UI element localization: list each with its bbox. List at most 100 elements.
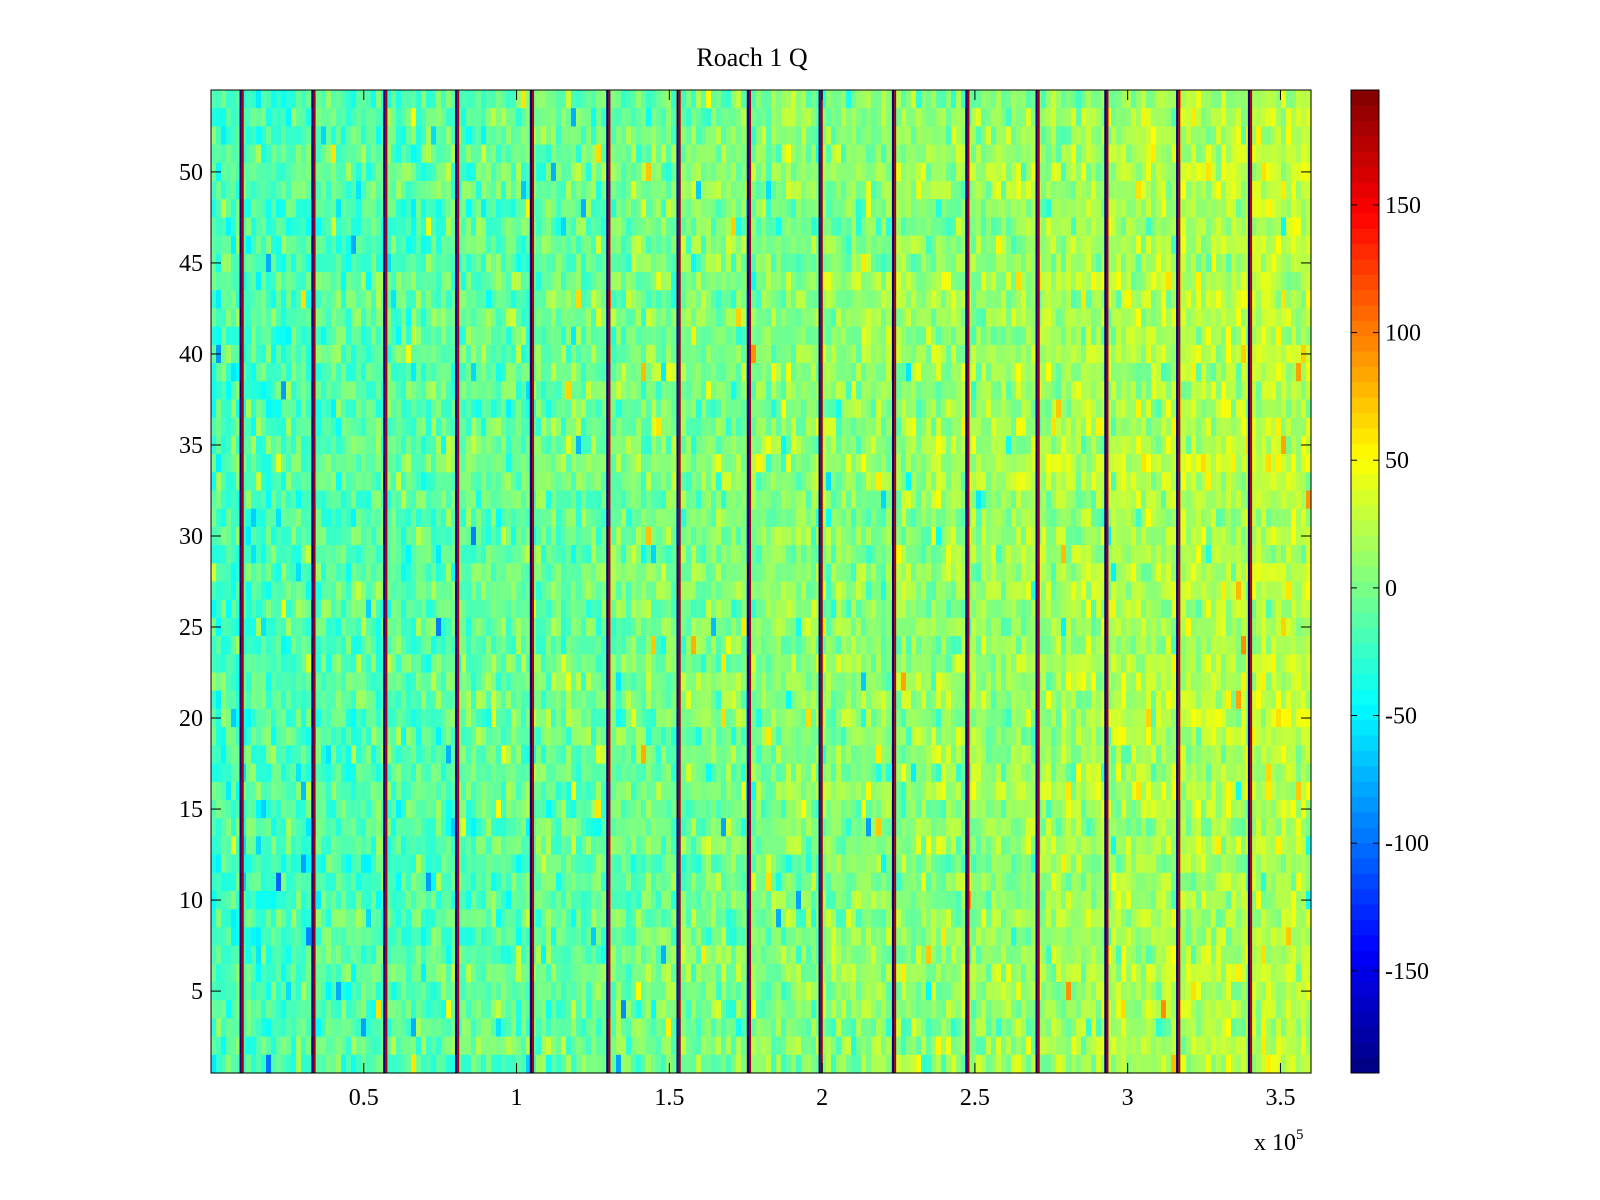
heatmap-cell	[436, 90, 442, 109]
heatmap-cell	[991, 417, 997, 437]
heatmap-cell	[411, 290, 417, 310]
heatmap-cell	[516, 126, 522, 146]
heatmap-cell	[1301, 272, 1307, 291]
heatmap-cell	[801, 181, 807, 200]
heatmap-cell	[441, 308, 447, 328]
heatmap-cell	[621, 144, 627, 164]
heatmap-cell	[616, 490, 622, 510]
heatmap-cell	[871, 399, 877, 419]
heatmap-cell	[221, 363, 227, 382]
heatmap-cell	[916, 308, 922, 328]
heatmap-cell	[1206, 326, 1212, 346]
heatmap-cell	[361, 217, 367, 237]
heatmap-cell	[836, 344, 842, 364]
heatmap-cell	[446, 272, 452, 291]
heatmap-cell	[616, 308, 622, 328]
heatmap-cell	[361, 253, 367, 273]
heatmap-cell	[1171, 126, 1177, 146]
heatmap-cell	[1166, 417, 1172, 437]
heatmap-cell	[376, 199, 382, 219]
heatmap-cell	[286, 217, 292, 237]
heatmap-cell	[1026, 326, 1032, 346]
heatmap-cell	[451, 472, 457, 492]
heatmap-cell	[1191, 253, 1197, 273]
heatmap-cell	[871, 162, 877, 182]
heatmap-cell	[981, 435, 987, 455]
heatmap-cell	[1046, 162, 1052, 182]
heatmap-cell	[551, 399, 557, 419]
heatmap-cell	[1296, 253, 1302, 273]
heatmap-cell	[256, 235, 262, 255]
heatmap-cell	[651, 90, 657, 109]
heatmap-cell	[401, 253, 407, 273]
heatmap-cell	[671, 290, 677, 310]
heatmap-cell	[526, 326, 532, 346]
heatmap-cell	[551, 363, 557, 382]
heatmap-cell	[331, 344, 337, 364]
heatmap-cell	[266, 381, 272, 401]
heatmap-cell	[881, 308, 887, 328]
heatmap-cell	[931, 290, 937, 310]
heatmap-cell	[646, 326, 652, 346]
heatmap-cell	[831, 344, 837, 364]
heatmap-cell	[1021, 326, 1027, 346]
heatmap-cell	[821, 290, 827, 310]
heatmap-cell	[521, 144, 527, 164]
heatmap-cell	[836, 308, 842, 328]
heatmap-cell	[541, 272, 547, 291]
heatmap-cell	[576, 308, 582, 328]
heatmap-cell	[791, 344, 797, 364]
heatmap-cell	[371, 162, 377, 182]
heatmap-cell	[726, 199, 732, 219]
heatmap-cell	[521, 199, 527, 219]
heatmap-cell	[571, 490, 577, 510]
heatmap-cell	[701, 235, 707, 255]
heatmap-cell	[971, 162, 977, 182]
heatmap-cell	[1121, 144, 1127, 164]
heatmap-cell	[811, 144, 817, 164]
heatmap-cell	[686, 454, 692, 473]
heatmap-cell	[336, 108, 342, 127]
heatmap-cell	[431, 217, 437, 237]
heatmap-cell	[416, 381, 422, 401]
heatmap-cell	[541, 490, 547, 510]
heatmap-cell	[911, 162, 917, 182]
heatmap-cell	[906, 308, 912, 328]
heatmap-cell	[681, 435, 687, 455]
heatmap-cell	[786, 308, 792, 328]
heatmap-cell	[1041, 417, 1047, 437]
heatmap-cell	[231, 472, 237, 492]
heatmap-cell	[1156, 181, 1162, 200]
heatmap-cell	[576, 417, 582, 437]
heatmap-cell	[1136, 381, 1142, 401]
heatmap-cell	[391, 126, 397, 146]
heatmap-cell	[856, 490, 862, 510]
heatmap-cell	[866, 144, 872, 164]
heatmap-cell	[326, 181, 332, 200]
heatmap-cell	[261, 435, 267, 455]
heatmap-cell	[1161, 162, 1167, 182]
heatmap-cell	[711, 454, 717, 473]
heatmap-cell	[526, 490, 532, 510]
heatmap-cell	[961, 290, 967, 310]
heatmap-cell	[776, 308, 782, 328]
heatmap-cell	[776, 472, 782, 492]
heatmap-cell	[1021, 90, 1027, 109]
heatmap-cell	[831, 217, 837, 237]
heatmap-cell	[741, 290, 747, 310]
heatmap-cell	[361, 490, 367, 510]
heatmap-cell	[851, 253, 857, 273]
heatmap-cell	[346, 344, 352, 364]
heatmap-cell	[986, 308, 992, 328]
heatmap-cell	[1171, 235, 1177, 255]
heatmap-cell	[431, 344, 437, 364]
heatmap-cell	[651, 199, 657, 219]
heatmap-cell	[1186, 108, 1192, 127]
heatmap-cell	[681, 472, 687, 492]
heatmap-cell	[1131, 308, 1137, 328]
heatmap-cell	[441, 381, 447, 401]
heatmap-cell	[941, 326, 947, 346]
heatmap-cell	[1116, 290, 1122, 310]
heatmap-cell	[761, 490, 767, 510]
heatmap-cell	[446, 435, 452, 455]
